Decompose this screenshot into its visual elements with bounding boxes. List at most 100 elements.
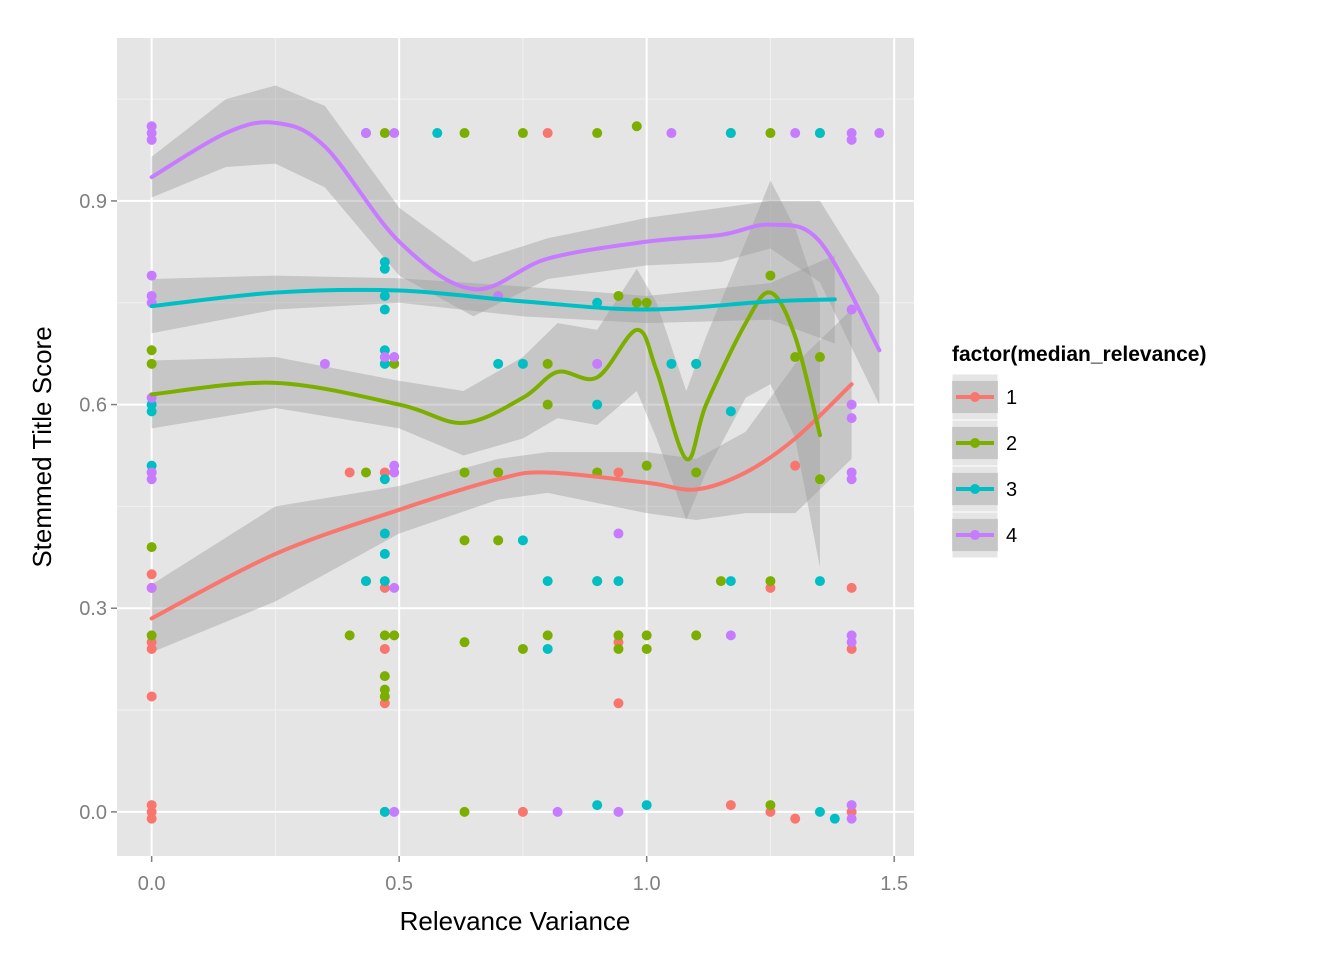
y-tick-label: 0.0 — [79, 802, 107, 824]
data-point-3 — [379, 576, 390, 587]
data-point-4 — [389, 467, 400, 478]
confidence-band-4 — [151, 85, 880, 405]
grid-lines — [117, 38, 914, 856]
data-point-1 — [344, 467, 355, 478]
data-point-2 — [691, 467, 702, 478]
data-point-3 — [493, 358, 504, 369]
data-point-2 — [517, 128, 528, 139]
data-point-2 — [493, 535, 504, 546]
confidence-band-1 — [151, 309, 852, 653]
data-point-2 — [146, 345, 157, 356]
data-point-2 — [379, 671, 390, 682]
data-point-2 — [459, 128, 470, 139]
data-point-4 — [146, 467, 157, 478]
data-point-2 — [613, 290, 624, 301]
data-point-4 — [846, 467, 857, 478]
data-point-4 — [146, 134, 157, 145]
data-point-1 — [613, 698, 624, 709]
data-point-2 — [379, 128, 390, 139]
data-point-3 — [814, 128, 825, 139]
legend: factor(median_relevance) 1 2 3 4 — [951, 343, 1206, 559]
data-point-2 — [814, 474, 825, 485]
x-tick-label: 0.5 — [385, 873, 413, 895]
smooth-line-4 — [149, 120, 882, 353]
data-point-3 — [379, 290, 390, 301]
data-point-2 — [613, 643, 624, 654]
x-axis-title: Relevance Variance — [400, 906, 631, 936]
data-point-4 — [146, 121, 157, 132]
data-point-2 — [146, 542, 157, 553]
legend-label-2: 2 — [1006, 433, 1017, 455]
data-point-4 — [846, 637, 857, 648]
data-point-3 — [613, 576, 624, 587]
legend-label-3: 3 — [1006, 479, 1017, 501]
data-point-3 — [725, 128, 736, 139]
data-point-4 — [725, 630, 736, 641]
data-point-2 — [542, 630, 553, 641]
y-tick-label: 0.9 — [79, 191, 107, 213]
data-point-4 — [552, 806, 563, 817]
legend-key-point-4 — [970, 530, 980, 540]
data-point-1 — [379, 643, 390, 654]
data-point-2 — [715, 576, 726, 587]
data-point-2 — [542, 399, 553, 410]
plot-panel — [117, 38, 914, 856]
data-point-1 — [725, 800, 736, 811]
data-point-2 — [493, 467, 504, 478]
data-point-3 — [592, 800, 603, 811]
data-point-4 — [379, 352, 390, 363]
data-point-2 — [641, 297, 652, 308]
data-point-2 — [765, 128, 776, 139]
data-point-4 — [846, 800, 857, 811]
data-point-2 — [542, 358, 553, 369]
data-point-2 — [641, 643, 652, 654]
data-point-3 — [814, 576, 825, 587]
data-point-3 — [592, 297, 603, 308]
data-point-1 — [846, 582, 857, 593]
data-point-2 — [765, 800, 776, 811]
data-point-4 — [846, 399, 857, 410]
data-point-4 — [389, 352, 400, 363]
data-point-4 — [389, 806, 400, 817]
data-point-3 — [379, 806, 390, 817]
data-point-2 — [146, 630, 157, 641]
legend-key-point-1 — [970, 392, 980, 402]
data-point-4 — [846, 304, 857, 315]
data-point-1 — [146, 800, 157, 811]
data-point-3 — [641, 800, 652, 811]
smooth-line-2 — [149, 290, 822, 462]
data-point-3 — [725, 406, 736, 417]
axes: 0.0 0.5 1.0 1.5 0.0 0.3 0.6 0.9 — [79, 191, 908, 895]
data-point-3 — [361, 576, 372, 587]
data-point-1 — [146, 691, 157, 702]
data-point-3 — [379, 474, 390, 485]
data-point-1 — [542, 128, 553, 139]
data-point-4 — [146, 582, 157, 593]
data-point-2 — [641, 460, 652, 471]
data-point-2 — [146, 358, 157, 369]
data-point-2 — [765, 576, 776, 587]
data-point-3 — [592, 399, 603, 410]
data-point-4 — [846, 813, 857, 824]
data-point-2 — [379, 630, 390, 641]
smooth-lines — [149, 120, 882, 621]
data-point-1 — [146, 569, 157, 580]
data-point-3 — [379, 263, 390, 274]
y-tick-label: 0.6 — [79, 395, 107, 417]
x-tick-label: 1.5 — [880, 873, 908, 895]
data-point-4 — [389, 128, 400, 139]
legend-label-1: 1 — [1006, 387, 1017, 409]
data-point-2 — [389, 630, 400, 641]
data-point-3 — [379, 548, 390, 559]
legend-key-point-3 — [970, 484, 980, 494]
data-point-2 — [459, 806, 470, 817]
data-point-2 — [765, 270, 776, 281]
data-point-3 — [829, 813, 840, 824]
data-point-4 — [361, 128, 372, 139]
data-point-3 — [432, 128, 443, 139]
data-point-2 — [361, 467, 372, 478]
data-point-2 — [814, 352, 825, 363]
data-point-4 — [613, 806, 624, 817]
data-points — [146, 121, 885, 824]
